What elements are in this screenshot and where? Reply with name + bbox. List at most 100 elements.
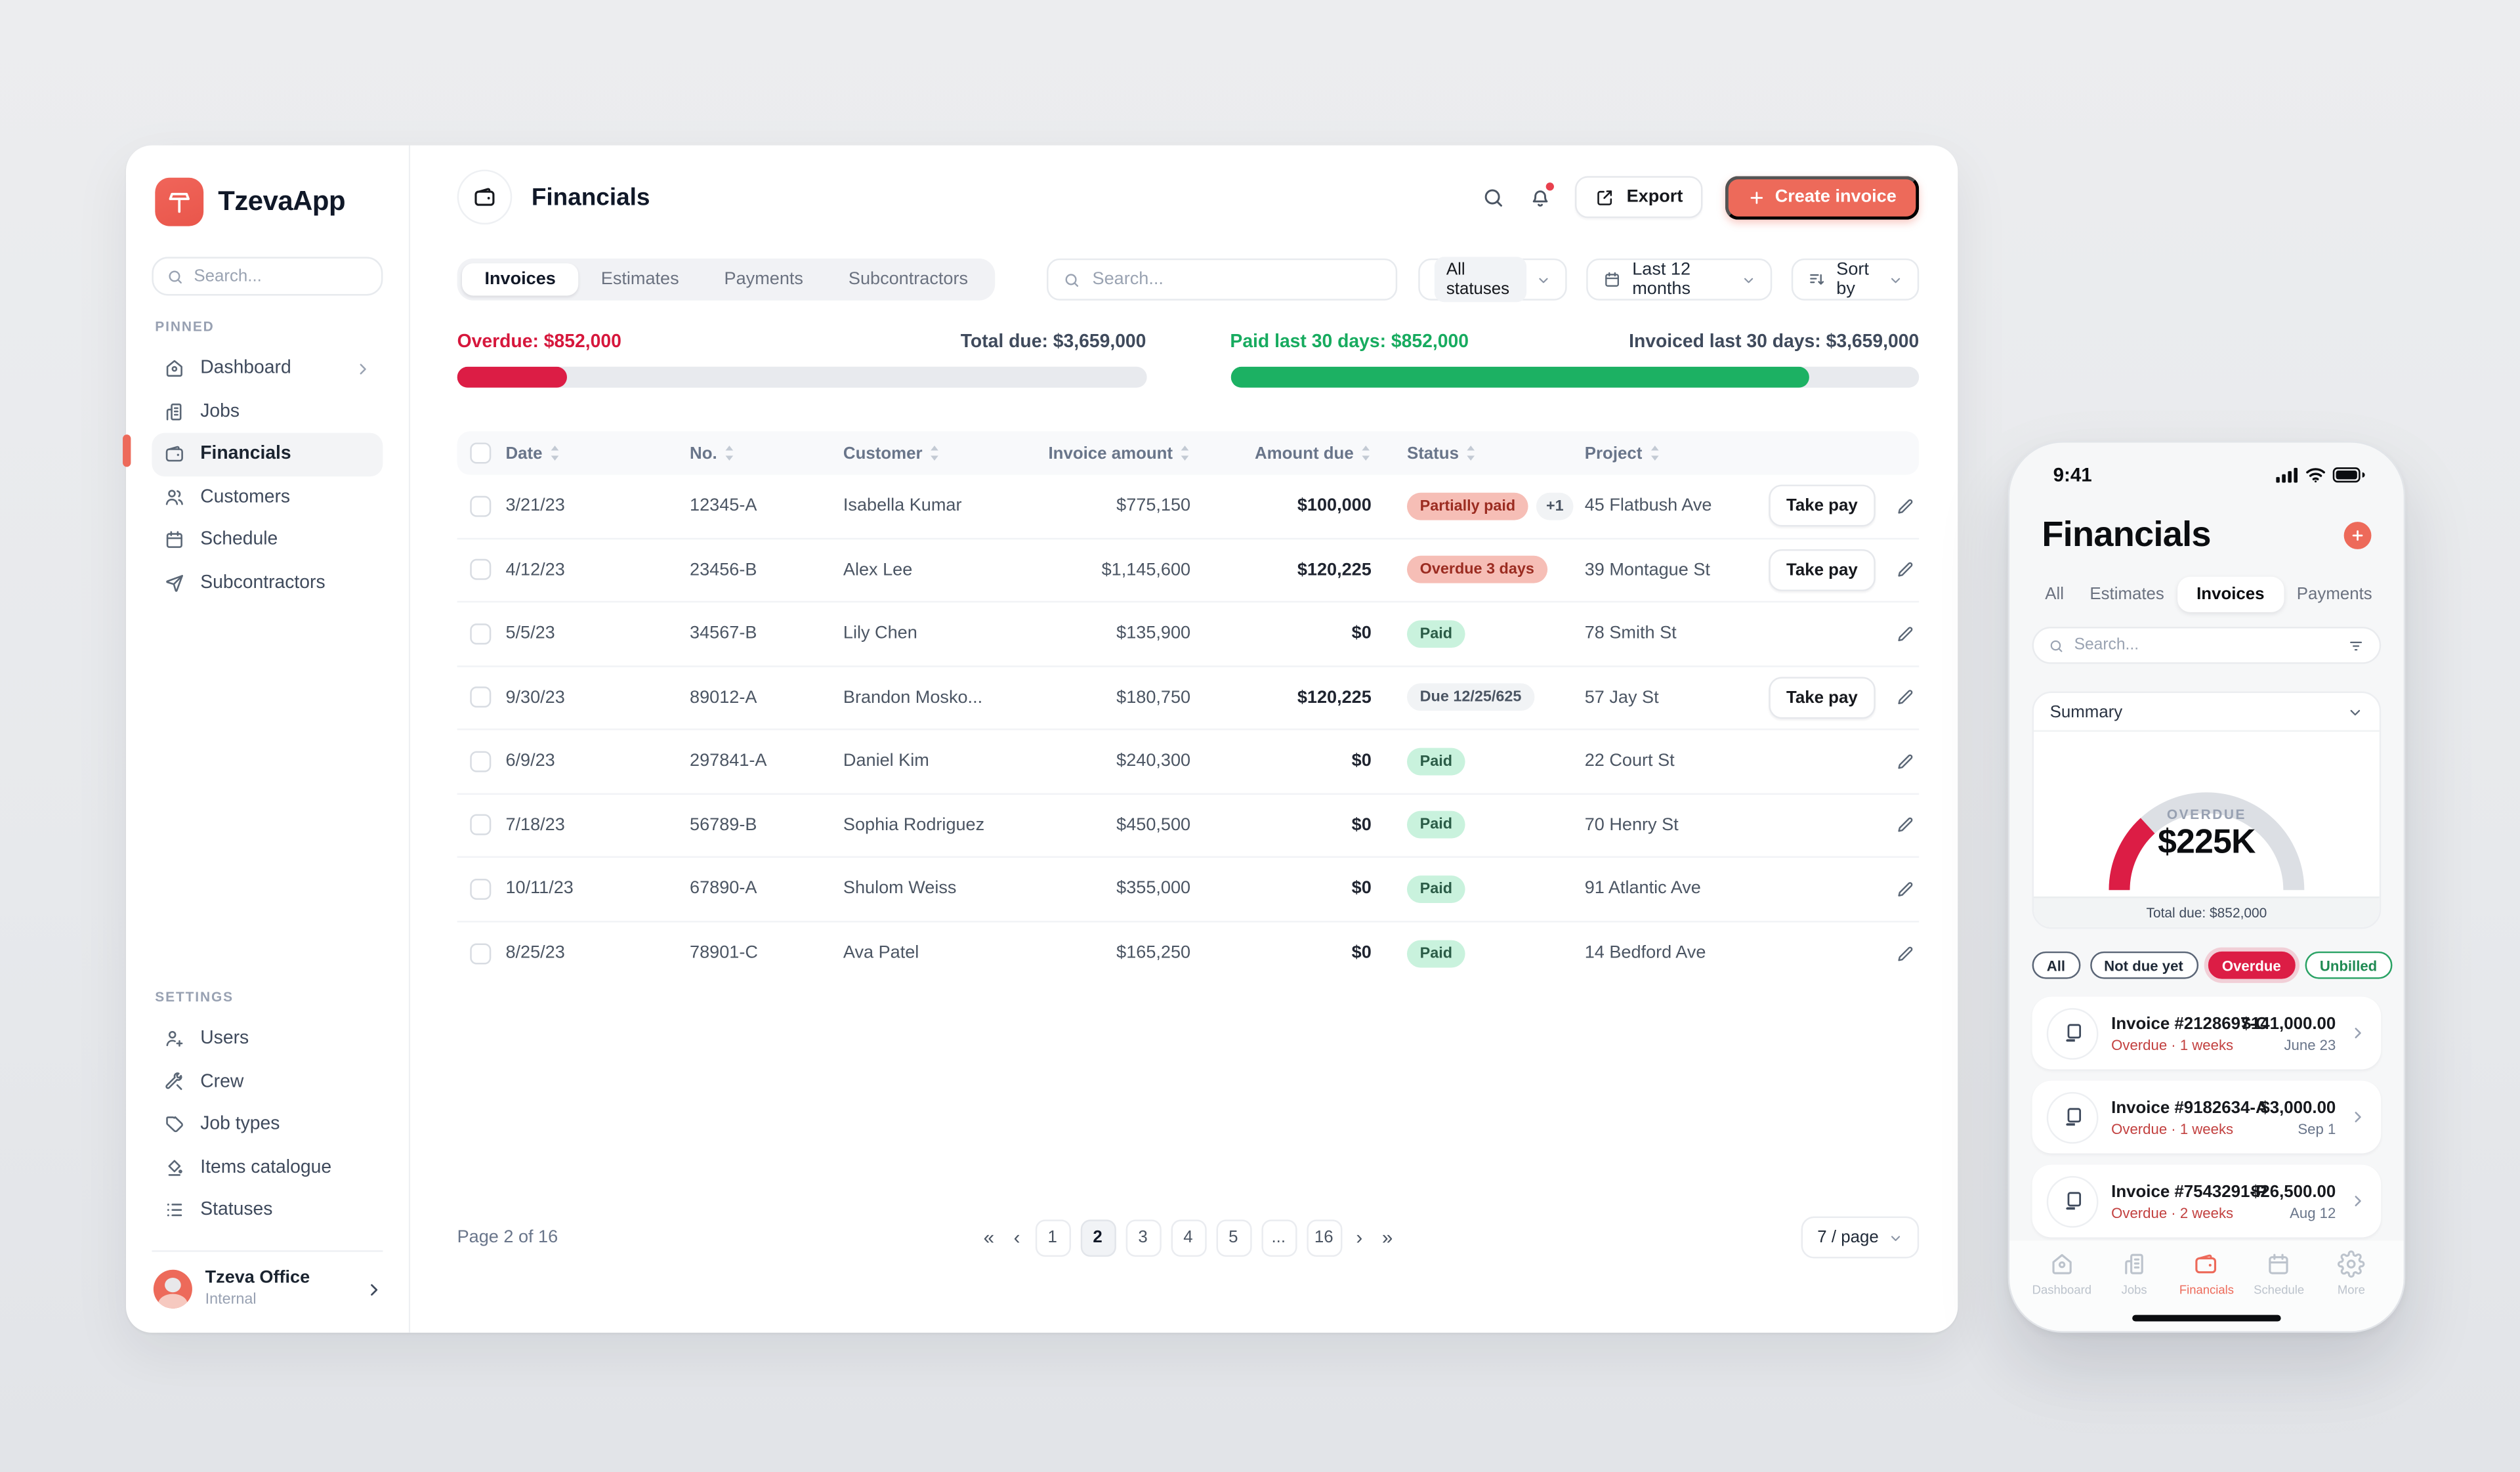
column-header-invoice-amount[interactable]: Invoice amount — [1029, 444, 1190, 463]
sidebar-item-subcontractors[interactable]: Subcontractors — [152, 561, 383, 604]
workspace-name: Tzeva Office — [205, 1269, 310, 1288]
row-checkbox[interactable] — [470, 750, 492, 772]
invoice-card[interactable]: Invoice #7543291-P Overdue · 2 weeks $26,5… — [2032, 1164, 2382, 1238]
previous-page-button[interactable]: ‹ — [1013, 1226, 1020, 1249]
edit-icon[interactable] — [1895, 623, 1916, 644]
take-pay-button[interactable]: Take pay — [1768, 676, 1876, 719]
cell-date: 5/5/23 — [505, 623, 555, 644]
page-button-1[interactable]: 1 — [1034, 1219, 1070, 1256]
first-page-button[interactable]: « — [983, 1226, 995, 1249]
sidebar-item-users[interactable]: Users — [152, 1017, 383, 1060]
sidebar-item-crew[interactable]: Crew — [152, 1061, 383, 1103]
select-all-checkbox[interactable] — [470, 442, 492, 464]
page-button-5[interactable]: 5 — [1215, 1219, 1251, 1256]
row-checkbox[interactable] — [470, 878, 492, 900]
take-pay-button[interactable]: Take pay — [1768, 549, 1876, 591]
sidebar-item-job-types[interactable]: Job types — [152, 1103, 383, 1146]
sidebar-item-schedule[interactable]: Schedule — [152, 518, 383, 561]
date-range-dropdown[interactable]: Last 12 months — [1587, 258, 1772, 301]
phone-tab-estimates[interactable]: Estimates — [2090, 585, 2164, 604]
column-header-date[interactable]: Date — [505, 444, 690, 463]
phone-tab-all[interactable]: All — [2045, 585, 2064, 604]
chip-unbilled[interactable]: Unbilled — [2305, 951, 2392, 979]
column-header-amount-due[interactable]: Amount due — [1190, 444, 1372, 463]
sidebar-item-items-catalogue[interactable]: Items catalogue — [152, 1146, 383, 1188]
page-ellipsis[interactable]: ... — [1261, 1219, 1297, 1256]
row-checkbox[interactable] — [470, 686, 492, 708]
row-checkbox[interactable] — [470, 814, 492, 836]
row-checkbox[interactable] — [470, 623, 492, 644]
notifications-bell-button[interactable] — [1528, 181, 1554, 209]
edit-icon[interactable] — [1895, 495, 1916, 516]
page-button-3[interactable]: 3 — [1125, 1219, 1161, 1256]
column-header-no-[interactable]: No. — [690, 444, 843, 463]
take-pay-button[interactable]: Take pay — [1768, 485, 1876, 528]
phone-tab-payments[interactable]: Payments — [2296, 585, 2372, 604]
page-button-2[interactable]: 2 — [1080, 1219, 1116, 1256]
chevron-right-icon — [365, 1280, 383, 1298]
chip-not-due-yet[interactable]: Not due yet — [2089, 951, 2198, 979]
phone-invoice-list: Invoice #2128697-C Overdue · 1 weeks $141,… — [2009, 996, 2404, 1238]
edit-icon[interactable] — [1895, 878, 1916, 899]
phone-nav-dashboard[interactable]: Dashboard — [2026, 1250, 2098, 1331]
phone-nav-jobs[interactable]: Jobs — [2098, 1250, 2170, 1331]
filter-icon[interactable] — [2347, 637, 2365, 654]
edit-icon[interactable] — [1895, 814, 1916, 835]
edit-icon[interactable] — [1895, 687, 1916, 708]
header-search-button[interactable] — [1481, 185, 1505, 209]
cell-date: 6/9/23 — [505, 751, 555, 771]
create-invoice-button[interactable]: Create invoice — [1725, 175, 1920, 219]
column-header-customer[interactable]: Customer — [843, 444, 1029, 463]
phone-add-button[interactable] — [2343, 520, 2372, 549]
page-button-16[interactable]: 16 — [1306, 1219, 1342, 1256]
row-checkbox[interactable] — [470, 559, 492, 581]
phone-nav-schedule[interactable]: Schedule — [2243, 1250, 2315, 1331]
edit-icon[interactable] — [1895, 751, 1916, 772]
edit-icon[interactable] — [1895, 559, 1916, 580]
phone-tab-invoices[interactable]: Invoices — [2177, 576, 2284, 612]
tab-subcontractors[interactable]: Subcontractors — [848, 270, 969, 289]
row-checkbox[interactable] — [470, 942, 492, 964]
workspace-switcher[interactable]: Tzeva Office Internal — [152, 1269, 383, 1310]
chip-all[interactable]: All — [2032, 951, 2080, 979]
table-row: 9/30/23 89012-A Brandon Mosko... $180,750 $1… — [457, 666, 1920, 730]
sidebar-item-statuses[interactable]: Statuses — [152, 1188, 383, 1231]
phone-search-input[interactable]: Search... — [2032, 627, 2382, 664]
sidebar-item-jobs[interactable]: Jobs — [152, 390, 383, 432]
chevron-down-icon — [1537, 272, 1551, 287]
sidebar-item-dashboard[interactable]: Dashboard — [152, 347, 383, 390]
cell-actions — [1732, 943, 1920, 964]
invoice-card[interactable]: Invoice #9182634-A Overdue · 1 weeks $3,00… — [2032, 1080, 2382, 1154]
column-header-status[interactable]: Status — [1372, 444, 1585, 463]
row-checkbox[interactable] — [470, 495, 492, 517]
page-size-dropdown[interactable]: 7 / page — [1801, 1216, 1920, 1259]
column-header-project[interactable]: Project — [1585, 444, 1732, 463]
last-page-button[interactable]: » — [1381, 1226, 1393, 1249]
status-filter-dropdown[interactable]: All statuses — [1419, 257, 1568, 303]
column-label: Amount due — [1254, 443, 1354, 463]
edit-icon[interactable] — [1895, 943, 1916, 964]
summary-card-header[interactable]: Summary — [2034, 693, 2380, 732]
sidebar-item-label: Dashboard — [200, 359, 291, 379]
invoice-status: Overdue · 1 weeks — [2111, 1120, 2234, 1137]
search-icon — [1063, 270, 1081, 288]
cell-status: Due 12/25/625 — [1372, 683, 1585, 711]
export-button[interactable]: Export — [1574, 176, 1702, 219]
tab-estimates[interactable]: Estimates — [600, 270, 679, 289]
tab-payments[interactable]: Payments — [724, 270, 803, 289]
status-time: 9:41 — [2053, 463, 2092, 486]
phone-nav-more[interactable]: More — [2315, 1250, 2387, 1331]
page-button-4[interactable]: 4 — [1170, 1219, 1206, 1256]
invoice-card[interactable]: Invoice #2128697-C Overdue · 1 weeks $141,… — [2032, 996, 2382, 1070]
sidebar-item-financials[interactable]: Financials — [152, 432, 383, 476]
calendar-icon — [163, 529, 186, 551]
tab-invoices[interactable]: Invoices — [461, 263, 579, 296]
table-search-input[interactable]: Search... — [1047, 258, 1398, 301]
chip-overdue[interactable]: Overdue — [2207, 951, 2296, 979]
cell-no: 23456-B — [690, 560, 757, 580]
sidebar-item-customers[interactable]: Customers — [152, 476, 383, 518]
phone-nav-financials[interactable]: Financials — [2170, 1250, 2242, 1331]
next-page-button[interactable]: › — [1356, 1226, 1363, 1249]
sidebar-search-input[interactable]: Search... — [152, 257, 383, 296]
sort-by-dropdown[interactable]: Sort by — [1791, 258, 1920, 301]
